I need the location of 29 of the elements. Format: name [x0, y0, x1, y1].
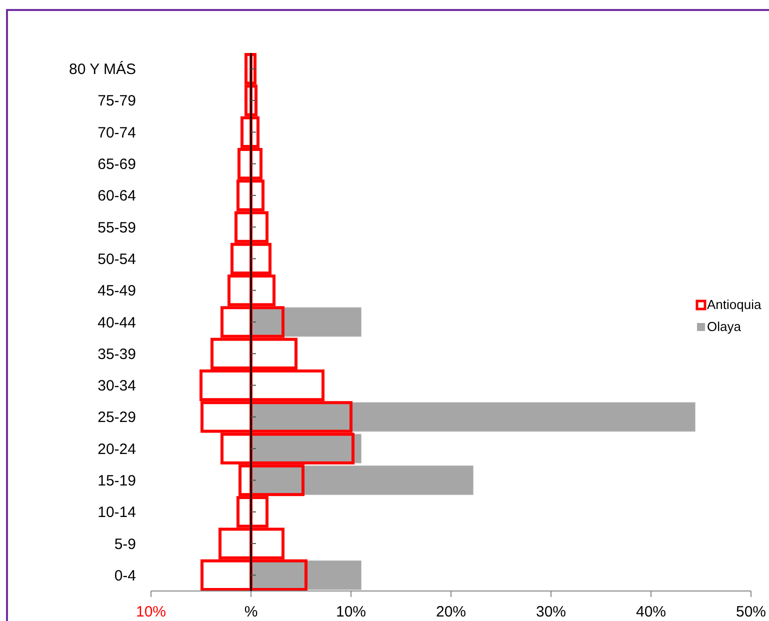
- y-tick-label: 5-9: [114, 536, 136, 553]
- legend-label: Antioquia: [707, 297, 762, 312]
- x-tick-label: 10%: [136, 604, 166, 620]
- y-tick-label: 60-64: [98, 188, 136, 205]
- x-tick-label: 40%: [636, 604, 666, 620]
- x-tick-label: 20%: [436, 604, 466, 620]
- y-tick-label: 35-39: [98, 346, 136, 363]
- y-tick-label: 15-19: [98, 472, 136, 490]
- y-tick-label: 0-4: [114, 567, 136, 584]
- y-tick-label: 40-44: [98, 314, 136, 332]
- legend-label: Olaya: [707, 319, 742, 334]
- y-tick-label: 50-54: [98, 250, 136, 268]
- bar: [250, 307, 362, 337]
- x-tick-label: 30%: [536, 604, 566, 620]
- bar: [250, 465, 474, 496]
- y-tick-label: 30-34: [98, 378, 136, 395]
- y-tick-label: 10-14: [98, 504, 136, 522]
- x-tick-label: 50%: [736, 604, 766, 620]
- y-tick-label: 25-29: [98, 409, 136, 426]
- y-tick-label: 55-59: [98, 219, 136, 236]
- x-tick-label: %: [244, 604, 258, 620]
- y-tick-label: 45-49: [98, 282, 136, 300]
- y-tick-label: 75-79: [98, 92, 136, 110]
- y-tick-label: 80 Y MÁS: [69, 60, 136, 78]
- y-tick-label: 65-69: [98, 156, 136, 174]
- y-tick-label: 20-24: [98, 440, 136, 458]
- bar: [250, 402, 696, 432]
- y-tick-label: 70-74: [98, 124, 136, 142]
- x-tick-label: 10%: [336, 604, 366, 620]
